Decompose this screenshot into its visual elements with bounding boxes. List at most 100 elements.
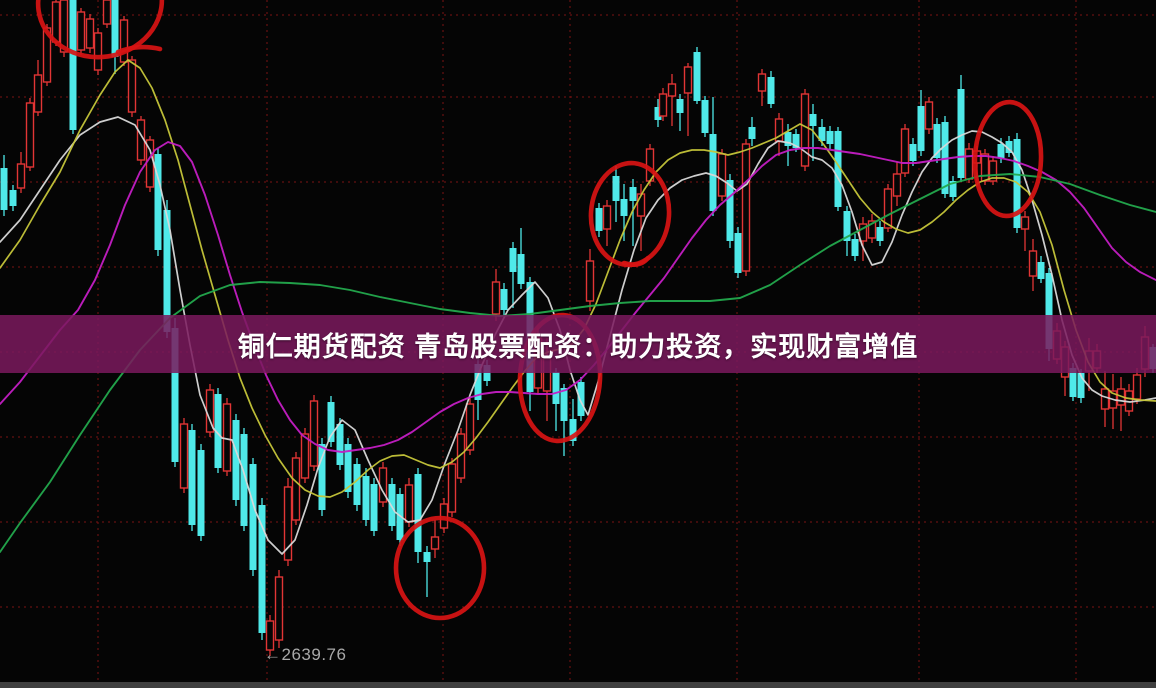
candle-body [517, 254, 525, 284]
candle-body [51, 1, 61, 43]
candle-body [1132, 374, 1142, 400]
candle-body [249, 464, 257, 570]
candle-body [33, 74, 43, 113]
candle-body [741, 143, 751, 272]
candle-body [620, 199, 628, 216]
candle-body [957, 89, 965, 178]
candle-body [717, 153, 727, 197]
candle-body [474, 364, 482, 400]
candle-body [988, 160, 998, 182]
candle-body [676, 99, 684, 113]
candle-body [396, 494, 404, 540]
candle-body [309, 400, 319, 467]
candle-body [456, 433, 466, 479]
annotation-stroke [115, 44, 163, 55]
candle-body [949, 181, 957, 197]
annotation-circle [35, 0, 165, 60]
candle-body [111, 0, 119, 57]
candle-body [809, 114, 817, 126]
annotation-circle [393, 515, 487, 621]
candle-body [25, 102, 35, 168]
ma-line-magenta [0, 141, 1156, 453]
candle-body [9, 190, 17, 206]
candle-body [1037, 262, 1045, 279]
candle-body [701, 100, 709, 133]
candle-body [767, 77, 775, 104]
candle-body [447, 463, 457, 513]
candle-body [909, 144, 917, 161]
candle-body [500, 289, 508, 310]
candle-body [188, 430, 196, 525]
ma-line-green [0, 173, 1156, 553]
candle-body [1077, 373, 1085, 398]
candle-body [784, 132, 792, 146]
candle-body [16, 163, 26, 189]
candle-body [917, 106, 925, 151]
candle-body [1045, 273, 1053, 349]
bottom-edge-strip [0, 682, 1156, 688]
candle-body [362, 476, 370, 520]
candle-body [683, 66, 693, 94]
candle-body [876, 227, 884, 241]
candle-body [834, 131, 842, 207]
candle-body [1069, 368, 1077, 397]
candle-body [370, 484, 378, 531]
candle-body [933, 124, 941, 158]
candle-body [709, 134, 717, 211]
candle-body [792, 134, 800, 148]
candle-body [344, 444, 352, 492]
candle-body [214, 394, 222, 468]
low-price-label: ←2639.76 [264, 645, 347, 664]
banner-title-text: 铜仁期货配资 青岛股票配资：助力投资，实现财富增值 [237, 331, 919, 362]
candle-body [353, 464, 361, 505]
candle-body [585, 260, 595, 302]
candle-body [430, 536, 440, 550]
candle-body [483, 365, 491, 381]
candle-body [102, 0, 112, 25]
candle-body [800, 93, 810, 167]
candle-body [1028, 250, 1038, 277]
candle-body [658, 93, 668, 117]
candle-body [127, 59, 137, 113]
candle-body [883, 188, 893, 229]
candle-body [826, 131, 834, 144]
candle-body [85, 18, 95, 49]
candle-body [577, 382, 585, 416]
candle-body [693, 52, 701, 101]
candle-body [318, 444, 326, 510]
annotation-stroke [621, 255, 651, 267]
candle-body [748, 127, 756, 139]
candle-body [291, 457, 301, 521]
candle-body [1020, 216, 1030, 230]
candle-body [258, 505, 266, 633]
candle-body [42, 27, 52, 83]
candle-body [93, 32, 103, 71]
candle-body [154, 154, 162, 250]
candle-body [179, 423, 189, 489]
candle-body [892, 173, 902, 197]
candle-body [924, 101, 934, 130]
candle-body [612, 176, 620, 201]
candle-body [423, 552, 431, 562]
candle-body [858, 223, 868, 242]
annotation-circle [972, 99, 1044, 219]
candle-body [414, 474, 422, 552]
candle-body [851, 239, 859, 256]
candle-body [900, 128, 910, 174]
candle-body [602, 205, 612, 230]
candle-body [843, 211, 851, 241]
candle-body [283, 486, 293, 561]
candle-body [69, 0, 77, 130]
candle-body [1100, 388, 1110, 410]
candle-body [163, 210, 171, 332]
candle-body [595, 208, 603, 231]
candle-body [997, 144, 1005, 158]
candle-body [734, 233, 742, 273]
candle-body [0, 168, 8, 210]
candle-body [336, 424, 344, 465]
candle-body [654, 107, 662, 120]
candle-body [818, 127, 826, 141]
title-banner: 铜仁期货配资 青岛股票配资：助力投资，实现财富增值 [0, 315, 1156, 373]
candle-body [388, 484, 396, 526]
candle-body [171, 328, 179, 462]
